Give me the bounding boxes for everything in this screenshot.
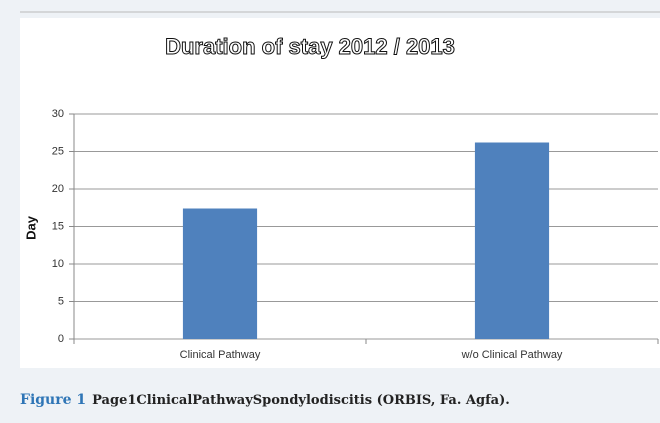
bar — [474, 142, 550, 339]
y-tick-label: 30 — [52, 108, 64, 120]
caption-text: Page1ClinicalPathwaySpondylodiscitis (OR… — [92, 393, 510, 408]
y-tick-label: 15 — [52, 220, 64, 232]
y-tick-label: 0 — [58, 333, 64, 345]
y-tick-label: 5 — [58, 295, 64, 307]
x-tick-label: w/o Clinical Pathway — [461, 349, 563, 361]
y-tick-label: 25 — [52, 145, 64, 157]
y-axis-label: Day — [23, 215, 38, 240]
x-tick-label: Clinical Pathway — [180, 349, 261, 361]
bar — [182, 208, 258, 339]
y-tick-label: 20 — [52, 183, 64, 195]
chart-title: Duration of stay 2012 / 2013 — [165, 34, 455, 59]
caption-label-text: Figure 1 — [20, 392, 86, 408]
caption-label: Figure 1 Page1ClinicalPathwaySpondylodisc… — [20, 392, 510, 408]
chart-area — [20, 18, 660, 368]
y-tick-label: 10 — [52, 258, 64, 270]
